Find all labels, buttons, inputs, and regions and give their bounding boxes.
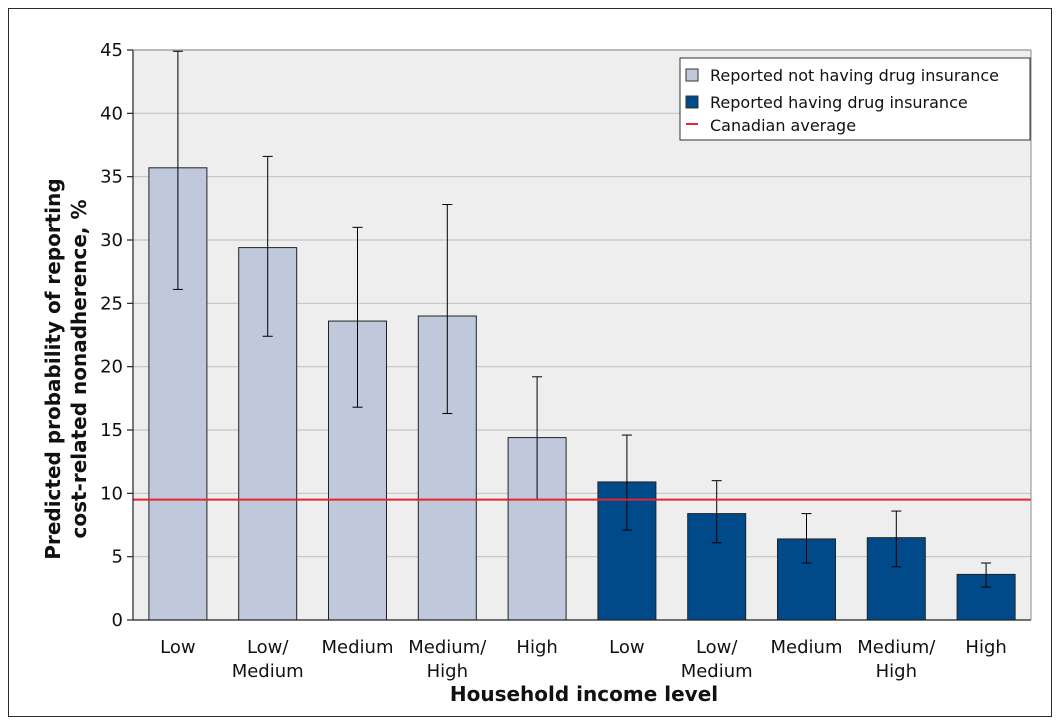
x-tick-labels: Low Low/Medium Medium Medium/High High Low Low… [160,637,1007,682]
x-tick-label: Low [160,637,195,658]
y-tick-label: 35 [100,167,123,188]
x-tick-label: High [876,661,917,682]
y-tick-label: 20 [100,357,123,378]
legend: Reported not having drug insurance Repor… [679,57,1031,141]
axes [127,49,1032,621]
x-tick-label: Medium [771,637,843,658]
x-tick-label: Low/ [247,637,289,658]
x-tick-label: Medium [681,661,753,682]
x-tick-label: High [516,637,557,658]
legend-swatch-insurance [685,95,699,109]
y-tick-label: 30 [100,230,123,251]
legend-label-canadian-average: Canadian average [710,116,856,135]
y-tick-label: 0 [112,610,123,631]
y-axis-title-line-1: Predicted probability of reporting [41,178,65,559]
y-tick-label: 10 [100,483,123,504]
x-tick-label: High [965,637,1006,658]
legend-label-no-insurance: Reported not having drug insurance [710,66,999,85]
x-axis-title: Household income level [450,682,718,706]
x-tick-label: Medium/ [857,637,936,658]
y-tick-label: 25 [100,293,123,314]
x-tick-label: High [427,661,468,682]
x-tick-label: Medium [322,637,394,658]
y-tick-labels: 0 5 10 15 20 25 30 35 40 45 [100,40,123,631]
legend-box [679,57,1031,141]
y-tick-label: 15 [100,420,123,441]
x-tick-label: Low/ [696,637,738,658]
y-tick-label: 5 [112,547,123,568]
legend-swatch-no-insurance [685,68,699,82]
legend-label-insurance: Reported having drug insurance [710,93,968,112]
x-tick-label: Medium/ [408,637,487,658]
y-tick-label: 40 [100,103,123,124]
x-tick-label: Medium [232,661,304,682]
x-tick-label: Low [609,637,644,658]
y-tick-label: 45 [100,40,123,61]
y-axis-title-line-2: cost-related nonadherence, % [67,199,91,538]
